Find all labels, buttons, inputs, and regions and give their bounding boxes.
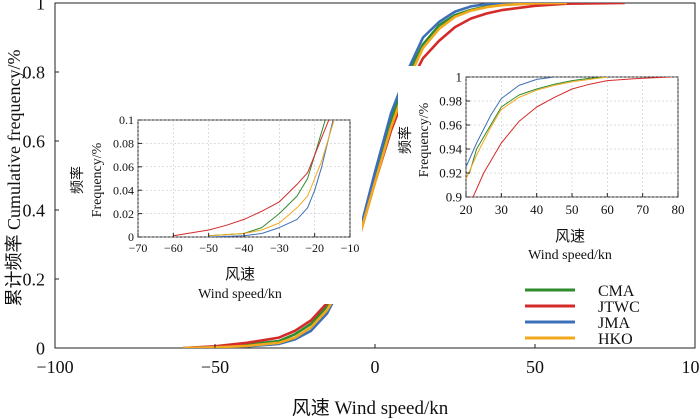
left-inset-y-tick-label-0-04: 0.04 [113,183,134,197]
left-inset-y-tick-label-0-06: 0.06 [113,160,134,174]
left-inset-x-tick-label--40: −40 [235,241,254,255]
left-inset-series-cma [208,120,326,237]
main-y-tick-label-0-8: 0.8 [23,62,46,82]
right-inset-series-group [466,77,671,197]
right-inset-y-tick-label-0-94: 0.94 [439,142,462,157]
main-y-tick-label-0-4: 0.4 [23,200,46,220]
main-x-axis-ticks: −100 −50 0 50 100 [36,344,700,377]
left-inset-y-tick-label-0-08: 0.08 [113,137,134,151]
main-y-axis-label: 累计频率 Cumulative frequency/% [4,50,24,307]
left-inset-grid [137,119,351,238]
right-inset-series-lines [466,77,671,197]
legend-entry-jtwc: JTWC [525,299,640,316]
right-inset-x-tick-label-50: 50 [566,202,579,217]
main-y-axis-ticks: 0 0.2 0.4 0.6 0.8 1 [23,0,59,358]
left-inset-y-tick-label-0-02: 0.02 [113,207,134,221]
main-y-tick-label-0-2: 0.2 [23,269,46,289]
right-inset-x-tick-label-30: 30 [495,202,508,217]
main-x-axis-label: 风速 Wind speed/kn [292,397,449,419]
left-inset-x-tick-label--70: −70 [129,241,148,255]
main-x-tick-label-0: 0 [371,357,380,377]
left-inset-ylabel-cn: 频率 [69,166,86,194]
right-inset-y-tick-label-0-96: 0.96 [439,118,462,133]
left-inset-background [72,104,362,304]
left-inset-xlabel-en: Wind speed/kn [198,287,282,302]
legend-entry-hko: HKO [525,331,633,348]
left-inset-series-jtwc [173,120,330,237]
left-inset-series-jma [208,120,334,237]
left-inset-y-axis-ticks: 0 0.02 0.04 0.06 0.08 0.1 [113,113,142,244]
main-x-tick-label--50: −50 [201,357,229,377]
main-x-tick-label-50: 50 [526,357,544,377]
right-inset-y-tick-label-0-98: 0.98 [439,94,462,109]
legend-label-hko: HKO [598,331,633,348]
main-legend: CMA JTWC JMA HKO [525,283,640,348]
right-inset-xlabel-cn: 风速 [555,228,585,245]
right-inset-y-tick-label-0-92: 0.92 [439,166,462,181]
left-inset-chart: −70 −60 −50 −40 −30 −20 −10 00.020.040.060.080… [69,104,362,304]
main-y-tick-label-0-6: 0.6 [23,131,46,151]
main-x-tick-label--100: −100 [36,357,73,377]
right-inset-series-jtwc [472,77,671,197]
right-inset-xlabel-en: Wind speed/kn [528,248,612,263]
left-inset-x-tick-label--60: −60 [164,241,183,255]
right-inset-x-tick-label-80: 80 [672,202,685,217]
legend-entry-cma: CMA [525,283,635,300]
main-y-tick-label-1: 1 [36,0,45,13]
right-inset-x-tick-label-60: 60 [601,202,614,217]
right-inset-x-tick-label-20: 20 [460,202,473,217]
main-series-lines [182,3,625,348]
right-inset-y-tick-label-0-9: 0.9 [446,190,462,205]
right-inset-chart: 20 30 40 50 60 70 80 0.9 0.92 0.94 0.96 0.98 1 频率 F… [397,66,690,266]
left-inset-x-tick-label--30: −30 [270,241,289,255]
left-inset-ylabel-en: Frequency/% [90,142,105,217]
right-inset-ylabel-cn: 频率 [397,126,414,154]
right-inset-x-tick-label-70: 70 [636,202,649,217]
legend-label-cma: CMA [598,283,635,300]
main-x-tick-label-100: 100 [682,357,700,377]
left-inset-x-tick-label--20: −20 [305,241,324,255]
right-inset-y-tick-label-1: 1 [456,70,463,85]
main-y-tick-label-0: 0 [36,338,45,358]
right-inset-series-cma [469,77,608,174]
left-inset-y-tick-label-0-1: 0.1 [119,113,134,127]
main-series-group [182,3,625,348]
right-inset-y-axis-ticks: 0.9 0.92 0.94 0.96 0.98 1 [439,70,470,205]
left-inset-x-tick-label--10: −10 [341,241,360,255]
left-inset-x-axis-ticks: −70 −60 −50 −40 −30 −20 −10 [129,233,360,255]
right-inset-ylabel-en: Frequency/% [417,102,432,177]
right-inset-x-tick-label-40: 40 [530,202,543,217]
left-inset-xlabel-cn: 风速 [225,266,255,283]
left-inset-series-lines [173,120,335,237]
legend-entry-jma: JMA [525,315,630,332]
right-inset-background [398,66,690,266]
left-inset-x-tick-label--50: −50 [199,241,218,255]
main-series-hko [182,3,568,348]
legend-label-jma: JMA [598,315,630,332]
right-inset-x-axis-ticks: 20 30 40 50 60 70 80 [460,193,685,217]
left-inset-series-group [173,120,335,237]
right-inset-series-hko [466,77,608,180]
left-inset-series-hko [208,120,335,237]
legend-label-jtwc: JTWC [598,299,640,316]
left-inset-y-tick-label-0: 0 [128,230,134,244]
right-inset-series-jma [466,77,555,168]
